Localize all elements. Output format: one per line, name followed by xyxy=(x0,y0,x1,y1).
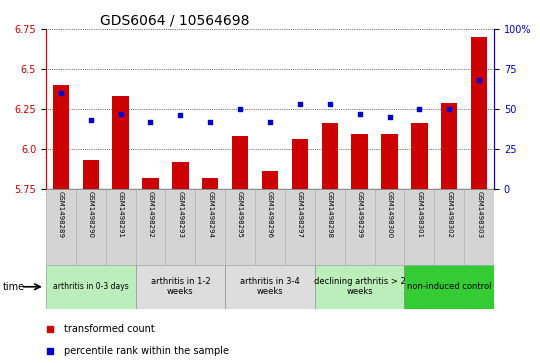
Bar xyxy=(441,102,457,189)
Bar xyxy=(315,265,404,309)
Text: GSM1498294: GSM1498294 xyxy=(207,191,213,238)
Bar xyxy=(285,189,315,265)
Bar xyxy=(262,171,278,189)
Text: GSM1498293: GSM1498293 xyxy=(177,191,184,238)
Text: transformed count: transformed count xyxy=(64,324,154,334)
Bar xyxy=(232,136,248,189)
Text: GSM1498302: GSM1498302 xyxy=(446,191,453,238)
Bar xyxy=(345,189,375,265)
Bar xyxy=(352,134,368,189)
Bar xyxy=(172,162,188,189)
Text: GDS6064 / 10564698: GDS6064 / 10564698 xyxy=(100,14,249,28)
Bar xyxy=(112,96,129,189)
Bar xyxy=(225,189,255,265)
Bar xyxy=(195,189,225,265)
Bar xyxy=(404,265,494,309)
Text: GSM1498289: GSM1498289 xyxy=(58,191,64,238)
Text: arthritis in 3-4
weeks: arthritis in 3-4 weeks xyxy=(240,277,300,297)
Bar xyxy=(411,123,428,189)
Bar xyxy=(404,189,434,265)
Text: GSM1498303: GSM1498303 xyxy=(476,191,482,238)
Text: declining arthritis > 2
weeks: declining arthritis > 2 weeks xyxy=(314,277,406,297)
Text: GSM1498298: GSM1498298 xyxy=(327,191,333,238)
Bar xyxy=(106,189,136,265)
Bar xyxy=(434,189,464,265)
Bar xyxy=(471,37,488,189)
Point xyxy=(57,90,65,96)
Bar xyxy=(375,189,404,265)
Text: GSM1498299: GSM1498299 xyxy=(356,191,363,238)
Bar xyxy=(83,160,99,189)
Text: arthritis in 0-3 days: arthritis in 0-3 days xyxy=(53,282,129,291)
Text: GSM1498291: GSM1498291 xyxy=(118,191,124,238)
Text: GSM1498296: GSM1498296 xyxy=(267,191,273,238)
Point xyxy=(236,106,245,112)
Text: GSM1498295: GSM1498295 xyxy=(237,191,243,238)
Text: GSM1498292: GSM1498292 xyxy=(147,191,153,238)
Point xyxy=(206,119,214,125)
Bar xyxy=(46,189,76,265)
Point xyxy=(176,113,185,118)
Text: GSM1498297: GSM1498297 xyxy=(297,191,303,238)
Point xyxy=(266,119,274,125)
Bar xyxy=(136,265,225,309)
Bar xyxy=(321,123,338,189)
Point xyxy=(355,111,364,117)
Point xyxy=(116,111,125,117)
Text: percentile rank within the sample: percentile rank within the sample xyxy=(64,346,229,356)
Bar xyxy=(315,189,345,265)
Bar xyxy=(76,189,106,265)
Bar xyxy=(46,265,136,309)
Bar xyxy=(165,189,195,265)
Bar xyxy=(142,178,159,189)
Point xyxy=(415,106,424,112)
Bar xyxy=(136,189,165,265)
Text: GSM1498290: GSM1498290 xyxy=(87,191,94,238)
Text: non-induced control: non-induced control xyxy=(407,282,491,291)
Text: time: time xyxy=(3,282,25,292)
Bar xyxy=(255,189,285,265)
Point xyxy=(295,101,304,107)
Point xyxy=(445,106,454,112)
Bar xyxy=(464,189,494,265)
Bar xyxy=(292,139,308,189)
Text: GSM1498300: GSM1498300 xyxy=(387,191,393,238)
Bar xyxy=(381,134,398,189)
Text: arthritis in 1-2
weeks: arthritis in 1-2 weeks xyxy=(151,277,210,297)
Point xyxy=(385,114,394,120)
Point xyxy=(146,119,155,125)
Text: GSM1498301: GSM1498301 xyxy=(416,191,422,238)
Point xyxy=(475,77,483,83)
Bar xyxy=(202,178,219,189)
Point xyxy=(326,101,334,107)
Bar xyxy=(225,265,315,309)
Point xyxy=(86,117,95,123)
Bar xyxy=(52,85,69,189)
